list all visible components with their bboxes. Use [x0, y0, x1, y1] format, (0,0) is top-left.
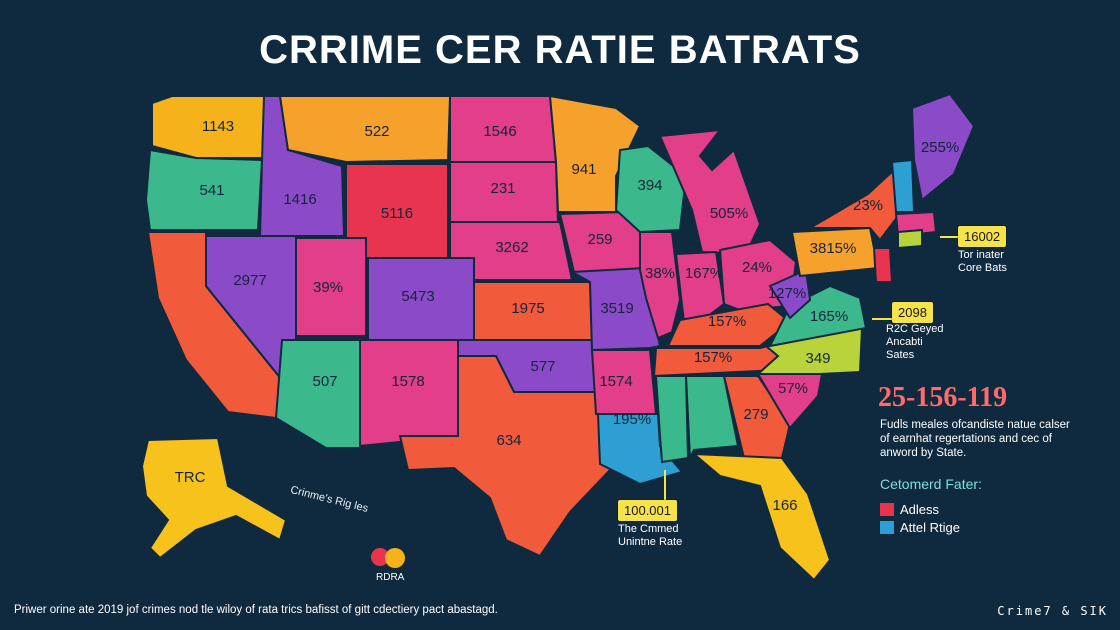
callout-text-midatlantic-line1: R2C Geyed	[886, 323, 944, 335]
callout-value-northeast: 16002	[958, 226, 1007, 247]
state-nm	[359, 339, 459, 448]
state-label-ak: TRC	[175, 469, 206, 486]
state-label-nv: 2977	[233, 272, 266, 289]
legend-title: Cetomerd Fater:	[880, 476, 982, 492]
state-label-mt: 522	[364, 123, 389, 140]
state-az	[274, 339, 361, 449]
state-label-az: 507	[312, 373, 337, 390]
state-label-wi: 394	[637, 177, 662, 194]
callout-text-midatlantic: R2C Geyed Ancabti Sates	[886, 323, 943, 362]
state-label-nm: 1578	[391, 373, 424, 390]
state-label-ga: 279	[743, 406, 768, 423]
state-label-mo: 3519	[600, 300, 633, 317]
state-mi	[658, 128, 762, 256]
state-in	[674, 250, 726, 323]
state-tx	[398, 355, 612, 558]
state-label-ar: 1574	[599, 373, 632, 390]
state-label-ia: 259	[587, 231, 612, 248]
state-fl	[691, 452, 832, 582]
callout-text-northeast: Tor inater Core Bats	[958, 249, 1007, 275]
state-label-sd: 231	[490, 180, 515, 197]
callout-text-midatlantic-line2: Ancabti	[886, 336, 923, 348]
state-label-in: 167%	[685, 265, 723, 282]
state-label-la: 195%	[613, 411, 651, 428]
state-label-ok: 577	[530, 358, 555, 375]
state-label-va: 165%	[810, 308, 848, 325]
footer-brand: Crime7 & SIK	[997, 604, 1108, 618]
state-label-ks: 1975	[511, 300, 544, 317]
state-label-il: 38%	[645, 265, 675, 282]
state-label-mn: 941	[571, 161, 596, 178]
state-al	[684, 375, 740, 462]
state-label-sc: 57%	[778, 380, 808, 397]
state-va	[768, 284, 868, 348]
state-ne	[449, 221, 574, 281]
state-mt	[278, 95, 452, 164]
state-nj	[872, 247, 894, 283]
state-ut	[295, 237, 367, 337]
highlight-description: Fudls meales ofcandiste natue calser of …	[880, 419, 1070, 459]
state-label-ut: 39%	[313, 279, 343, 296]
state-or	[144, 148, 264, 231]
state-ga	[722, 375, 792, 459]
state-label-fl: 166	[772, 497, 797, 514]
state-label-ky: 157%	[708, 313, 746, 330]
state-label-co: 5473	[401, 288, 434, 305]
state-label-wa: 1143	[202, 118, 234, 135]
callout-text-northeast-line1: Tor inater	[958, 249, 1004, 261]
callout-text-northeast-line2: Core Bats	[958, 262, 1007, 274]
legend-item-blue: Attel Rtige	[880, 520, 960, 535]
state-ak	[140, 436, 288, 560]
callout-line-midatlantic	[872, 318, 892, 320]
callout-value-gulf: 100.001	[618, 500, 677, 521]
state-label-tn: 157%	[694, 349, 732, 366]
callout-text-midatlantic-line3: Sates	[886, 349, 915, 361]
state-ne-states	[894, 210, 938, 238]
state-label-or: 541	[199, 182, 224, 199]
state-wv	[768, 268, 812, 320]
state-label-ny: 23%	[853, 197, 883, 214]
legend-label-red: Adless	[900, 502, 940, 517]
callout-text-gulf-line1: The Cmmed	[618, 523, 679, 535]
bubble-label: RDRA	[376, 572, 405, 583]
state-label-mi: 505%	[710, 205, 748, 222]
callout-text-gulf: The Cmmed Unintne Rate	[618, 523, 682, 549]
yellow-bubble-marker	[385, 548, 405, 568]
callout-value-midatlantic: 2098	[892, 302, 933, 323]
state-label-ms: 107	[0, 0, 13, 4]
state-label-nd: 1546	[483, 123, 516, 140]
state-label-wv: 127%	[768, 285, 806, 302]
legend-swatch-red	[880, 503, 894, 516]
state-label-me: 255%	[921, 139, 959, 156]
red-bubble-marker	[371, 548, 389, 566]
callout-line-northeast	[940, 236, 958, 238]
state-label-oh: 24%	[742, 259, 772, 276]
page-title: CRRIME CER RATIE BATRATS	[259, 28, 861, 72]
state-il	[639, 231, 682, 340]
state-label-nc: 349	[805, 350, 830, 367]
state-label-id: 1416	[283, 191, 316, 208]
callout-text-gulf-line2: Unintne Rate	[618, 536, 683, 548]
state-label-ne: 3262	[495, 239, 528, 256]
callout-line-gulf	[664, 470, 666, 500]
state-label-wy: 5116	[381, 205, 413, 222]
state-label-pa: 3815%	[810, 240, 857, 257]
state-mn	[548, 94, 642, 213]
state-ms	[654, 375, 690, 464]
state-wi	[614, 144, 688, 234]
state-vt	[890, 158, 916, 213]
legend-label-blue: Attel Rtige	[900, 520, 960, 535]
legend-item-red: Adless	[880, 502, 939, 517]
state-me	[910, 92, 976, 202]
legend-swatch-blue	[880, 521, 894, 534]
state-ct	[897, 228, 923, 250]
state-label-tx: 634	[496, 432, 521, 449]
footer-note: Priwer orine ate 2019 jof crimes nod tle…	[14, 604, 498, 616]
highlight-number: 25-156-119	[878, 382, 1008, 413]
